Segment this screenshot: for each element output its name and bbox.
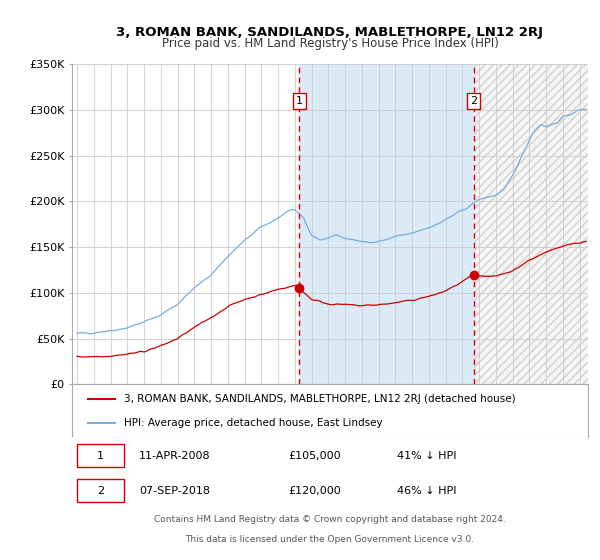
Text: £120,000: £120,000 xyxy=(289,486,341,496)
Text: This data is licensed under the Open Government Licence v3.0.: This data is licensed under the Open Gov… xyxy=(185,535,475,544)
Bar xyxy=(474,64,596,384)
Text: 07-SEP-2018: 07-SEP-2018 xyxy=(139,486,210,496)
Text: HPI: Average price, detached house, East Lindsey: HPI: Average price, detached house, East… xyxy=(124,418,382,428)
FancyBboxPatch shape xyxy=(77,444,124,467)
FancyBboxPatch shape xyxy=(77,479,124,502)
Text: 1: 1 xyxy=(97,451,104,461)
Text: Price paid vs. HM Land Registry's House Price Index (HPI): Price paid vs. HM Land Registry's House … xyxy=(161,36,499,49)
Text: 11-APR-2008: 11-APR-2008 xyxy=(139,451,211,461)
Text: 2: 2 xyxy=(470,96,478,106)
Text: 46% ↓ HPI: 46% ↓ HPI xyxy=(397,486,457,496)
Text: 1: 1 xyxy=(296,96,303,106)
Text: 2: 2 xyxy=(97,486,104,496)
Text: Contains HM Land Registry data © Crown copyright and database right 2024.: Contains HM Land Registry data © Crown c… xyxy=(154,515,506,524)
Text: 41% ↓ HPI: 41% ↓ HPI xyxy=(397,451,457,461)
Bar xyxy=(299,64,474,384)
Text: 3, ROMAN BANK, SANDILANDS, MABLETHORPE, LN12 2RJ: 3, ROMAN BANK, SANDILANDS, MABLETHORPE, … xyxy=(116,26,544,39)
Text: 3, ROMAN BANK, SANDILANDS, MABLETHORPE, LN12 2RJ (detached house): 3, ROMAN BANK, SANDILANDS, MABLETHORPE, … xyxy=(124,394,515,404)
Text: £105,000: £105,000 xyxy=(289,451,341,461)
